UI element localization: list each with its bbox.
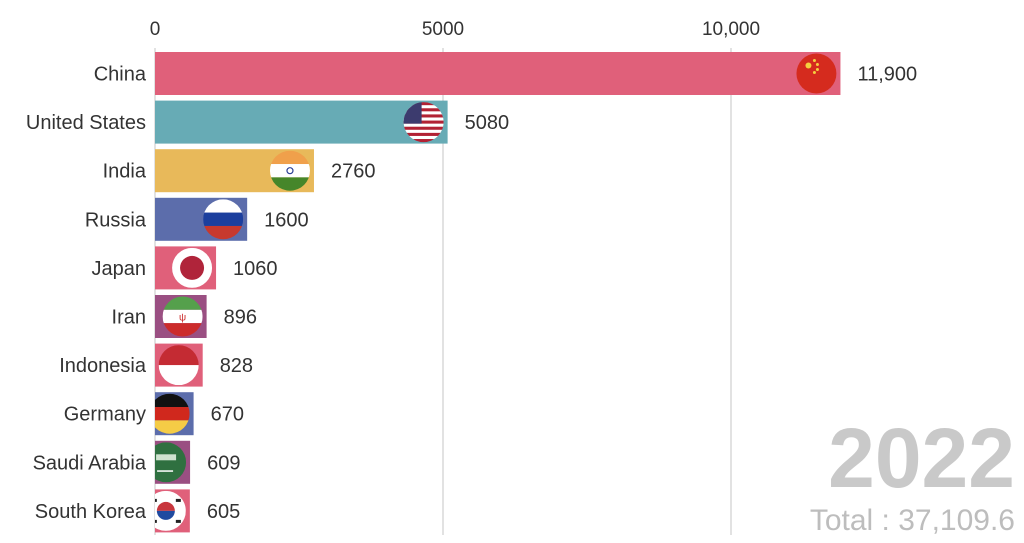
bar bbox=[155, 100, 448, 144]
iran-flag-icon: ψ bbox=[162, 296, 203, 337]
category-label: Germany bbox=[64, 404, 146, 426]
x-tick-label: 10,000 bbox=[702, 19, 760, 40]
category-label: India bbox=[103, 161, 147, 183]
value-label: 670 bbox=[211, 404, 244, 426]
bar-row: Germany 670 bbox=[64, 392, 244, 436]
india-flag-icon bbox=[269, 150, 310, 191]
value-label: 896 bbox=[224, 307, 257, 329]
russia-flag-icon bbox=[203, 199, 244, 240]
saudi-arabia-flag-icon bbox=[155, 442, 187, 483]
bar-row: Saudi Arabia 609 bbox=[33, 440, 240, 484]
value-label: 1060 bbox=[233, 258, 278, 280]
bar-row: United States 5080 bbox=[26, 100, 510, 144]
x-axis-ticks: 0 5000 10,000 bbox=[150, 19, 760, 40]
indonesia-flag-icon bbox=[158, 345, 199, 386]
value-label: 828 bbox=[220, 355, 253, 377]
bar-row: China 11,900 bbox=[94, 52, 917, 95]
category-label: Iran bbox=[112, 307, 146, 329]
value-label: 2760 bbox=[331, 161, 376, 183]
bar-row: Iran ψ 896 bbox=[112, 295, 257, 338]
value-label: 1600 bbox=[264, 209, 309, 231]
x-tick-label: 0 bbox=[150, 19, 161, 40]
category-label: Russia bbox=[85, 209, 147, 231]
south-korea-flag-icon bbox=[155, 490, 186, 531]
category-label: Japan bbox=[92, 258, 147, 280]
japan-flag-icon bbox=[172, 247, 213, 288]
bar-row: Russia 1600 bbox=[85, 197, 309, 241]
bar-row: South Korea 605 bbox=[35, 489, 240, 533]
bar-row: India 2760 bbox=[103, 149, 376, 193]
value-label: 609 bbox=[207, 452, 240, 474]
category-label: Indonesia bbox=[59, 355, 147, 377]
value-label: 5080 bbox=[465, 112, 510, 134]
us-flag-icon bbox=[403, 102, 444, 143]
x-tick-label: 5000 bbox=[422, 19, 464, 40]
svg-text:ψ: ψ bbox=[179, 313, 186, 324]
bar bbox=[155, 52, 841, 95]
total-label: Total : 37,109.6 bbox=[810, 504, 1015, 537]
value-label: 605 bbox=[207, 501, 240, 523]
china-flag-icon bbox=[796, 53, 837, 94]
category-label: China bbox=[94, 64, 147, 86]
year-label: 2022 bbox=[828, 411, 1015, 505]
category-label: United States bbox=[26, 112, 146, 134]
bar-row: Indonesia 828 bbox=[59, 343, 253, 387]
value-label: 11,900 bbox=[857, 64, 917, 86]
bar-row: Japan 1060 bbox=[92, 246, 278, 290]
bars: China 11,900 United States 5080 India 2760 Rus… bbox=[26, 52, 917, 533]
category-label: Saudi Arabia bbox=[33, 452, 147, 474]
category-label: South Korea bbox=[35, 501, 147, 523]
